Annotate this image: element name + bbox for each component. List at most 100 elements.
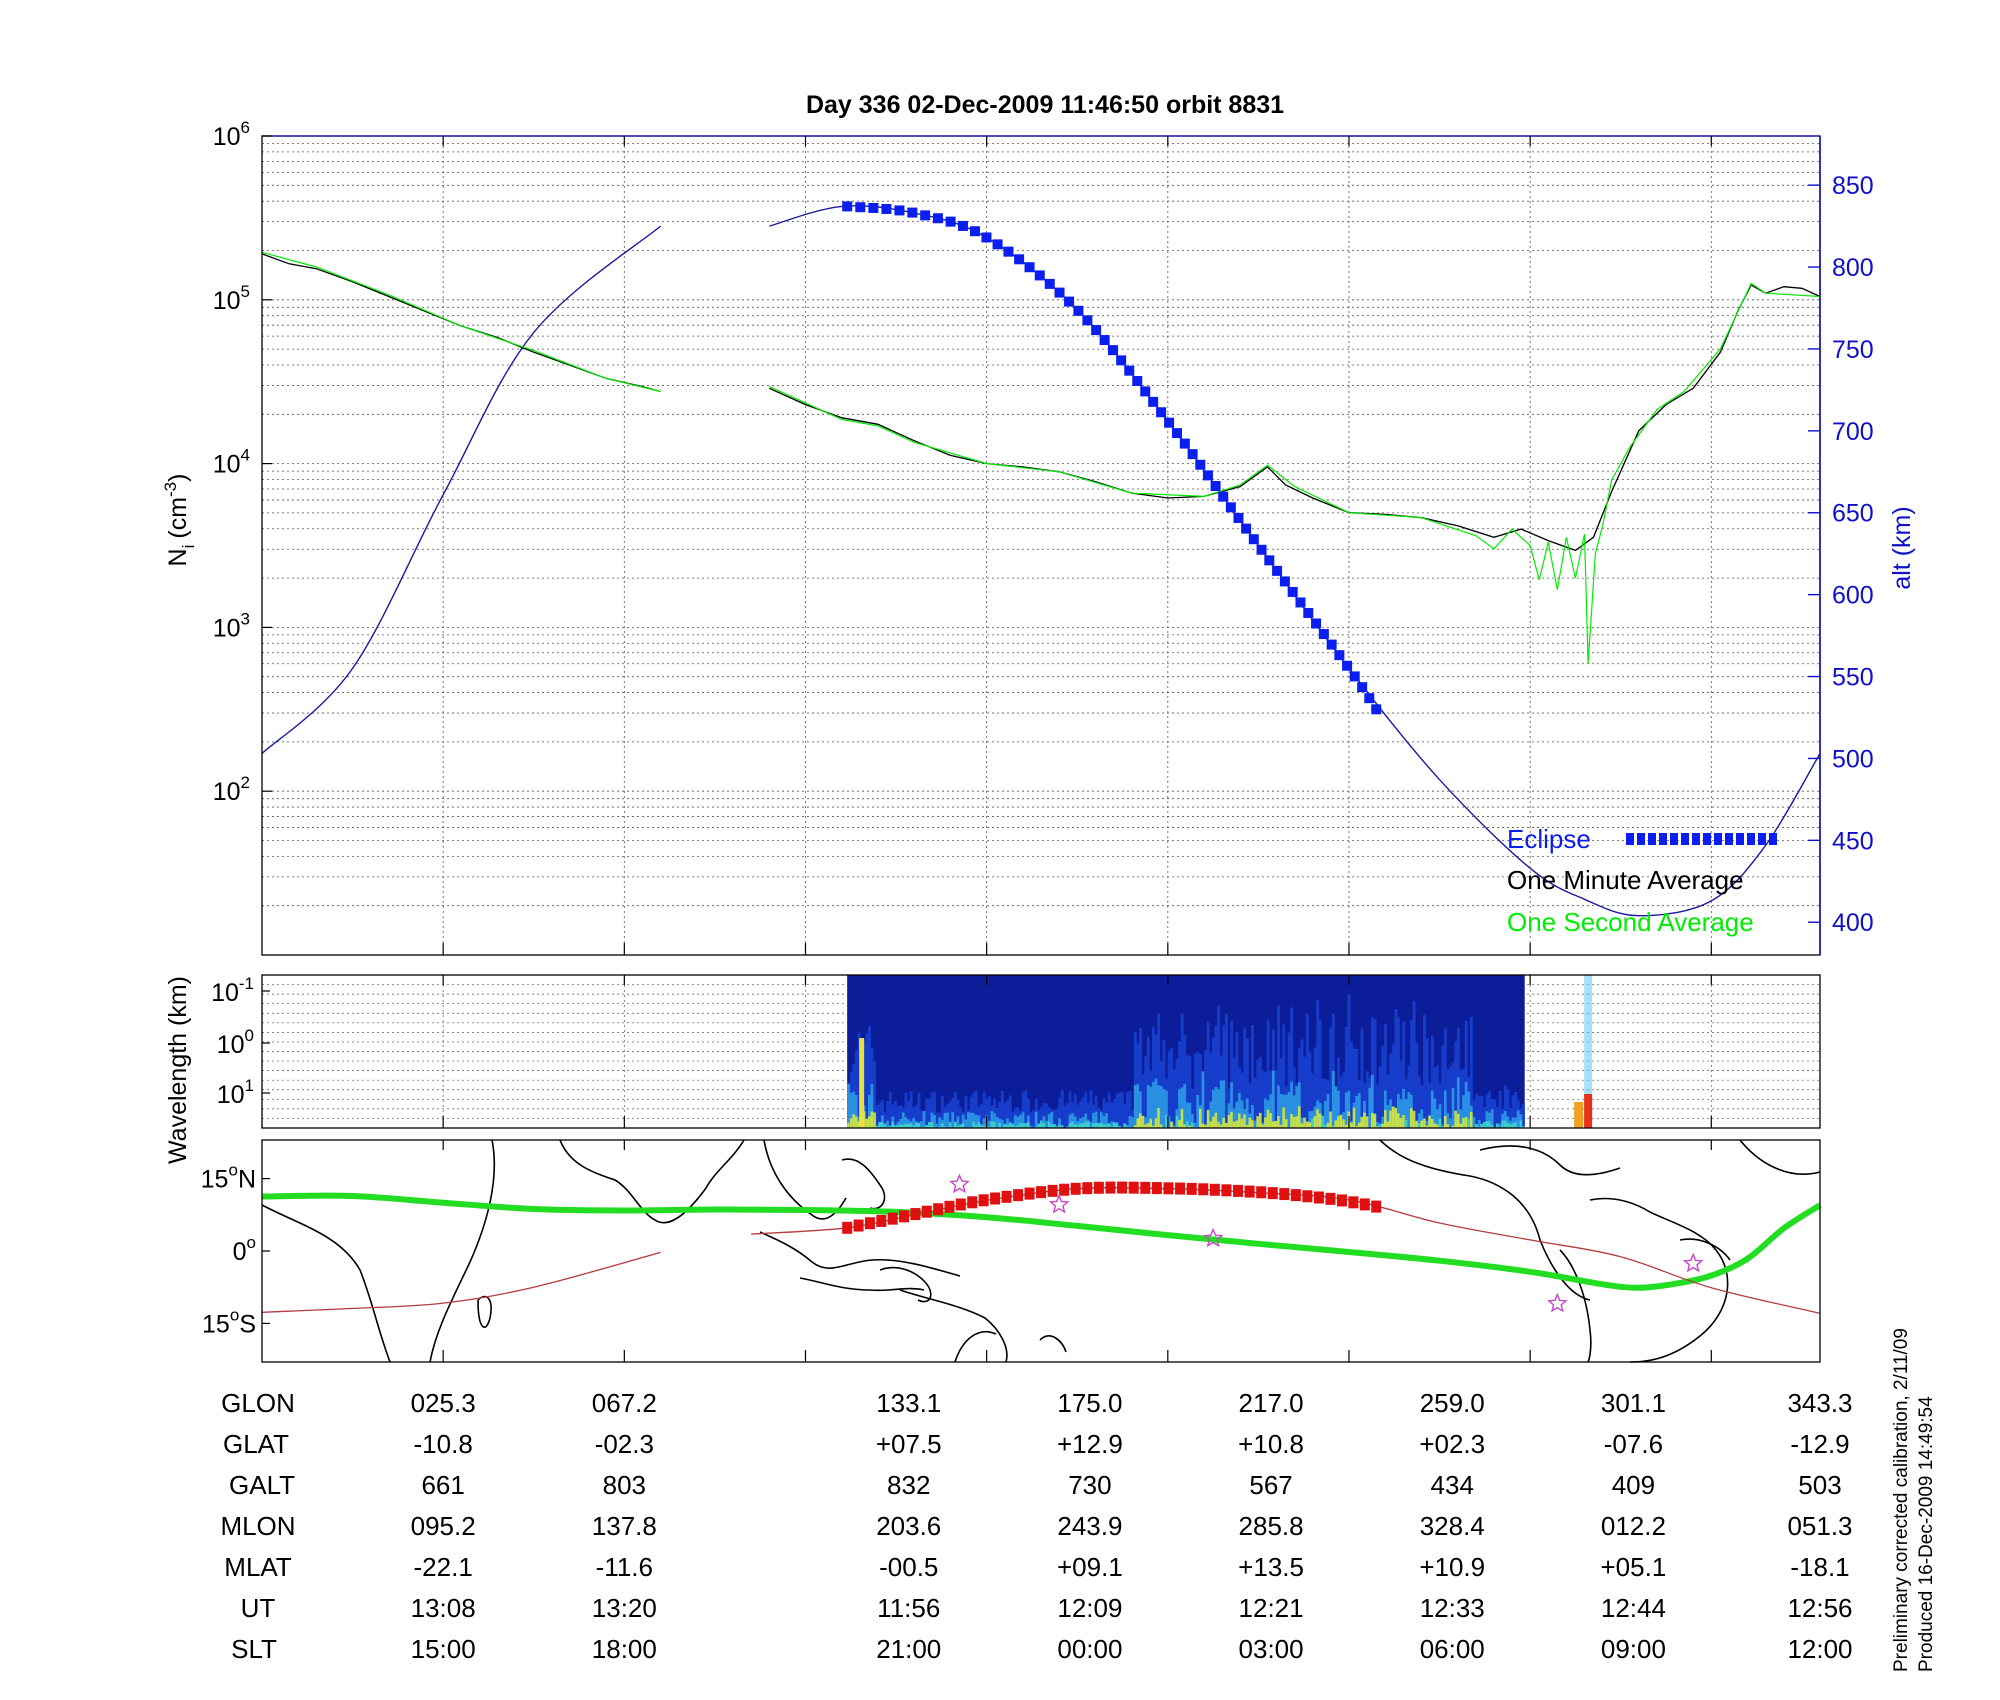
spectrogram-cell <box>847 1083 851 1128</box>
spectrogram-cell <box>1425 1121 1429 1128</box>
coastline <box>899 1289 1008 1363</box>
spectrogram-cell <box>927 1122 931 1128</box>
spectrogram-cell <box>1230 1020 1234 1128</box>
spectrogram-cell <box>1251 1120 1254 1128</box>
spectrogram-cell <box>1516 1110 1520 1128</box>
ephemeris-cell: 12:44 <box>1601 1593 1666 1623</box>
spectrogram-cell <box>1456 1113 1460 1128</box>
ephemeris-cell: -00.5 <box>879 1552 938 1582</box>
spectrogram-cell <box>933 1126 937 1128</box>
orbit-eclipse-marker <box>1001 1190 1012 1203</box>
spectrogram-cell <box>1399 1118 1403 1128</box>
eclipse-marker <box>1264 555 1275 566</box>
spectrogram-cell <box>1196 1095 1200 1128</box>
spectrogram-cell <box>920 1110 924 1128</box>
spectrogram-cell <box>899 1118 903 1128</box>
spectrogram-cell <box>1112 1099 1116 1128</box>
ephemeris-cell: 00:00 <box>1057 1634 1122 1664</box>
spectrogram-cell <box>1026 1122 1030 1128</box>
spectrogram-cell <box>849 1092 853 1128</box>
eclipse-swatch-square <box>1747 833 1755 845</box>
spectrogram-cell <box>1488 1121 1492 1128</box>
spectrogram-cell <box>1047 1114 1051 1128</box>
eclipse-swatch-square <box>1736 833 1744 845</box>
ephemeris-cell: 06:00 <box>1420 1634 1485 1664</box>
spectrogram-cell <box>1039 1121 1043 1128</box>
ephemeris-row-label: MLAT <box>224 1552 292 1582</box>
spectrogram-cell <box>1047 1121 1051 1128</box>
spectrogram-cell <box>917 1092 921 1128</box>
spectrogram-cell <box>1060 1125 1064 1128</box>
spectrogram-cell <box>956 1126 960 1128</box>
eclipse-marker <box>1044 278 1055 289</box>
spectrogram-cell <box>961 1114 965 1128</box>
orbit-eclipse-marker <box>1336 1194 1347 1207</box>
spectrogram-cell <box>1084 1121 1088 1128</box>
spectrogram-cell <box>1326 1122 1330 1128</box>
orbit-eclipse-marker <box>921 1205 932 1218</box>
spectrogram-cell <box>1389 1110 1393 1128</box>
spectrogram-cell <box>1081 1117 1085 1128</box>
spectrogram-cell <box>1488 1091 1492 1128</box>
density-y-ticks: 106 105 104 103 102 <box>213 118 272 806</box>
spectrogram-cell <box>901 1112 905 1128</box>
eclipse-marker <box>945 216 956 227</box>
legend-second-label: One Second Average <box>1507 907 1754 937</box>
spectrogram-cell <box>1425 1125 1429 1128</box>
spectrogram-cell <box>878 1121 882 1128</box>
spectrogram-cell <box>1178 1089 1182 1128</box>
spectrogram-cell <box>1423 1014 1426 1128</box>
spectrogram-cell <box>1032 1110 1036 1128</box>
eclipse-marker <box>1171 428 1182 439</box>
spectrogram-cell <box>1058 1118 1062 1128</box>
spectrogram-cell <box>1355 1095 1359 1128</box>
spectrogram-cell <box>899 1105 903 1128</box>
spectrogram-cell <box>894 1125 897 1128</box>
spectrogram-cell <box>1118 1126 1122 1128</box>
spectrogram-cell <box>1060 1089 1064 1128</box>
spectrogram-cell <box>907 1123 910 1128</box>
spectrogram-cell <box>1498 1123 1502 1128</box>
spectrogram-cell <box>1086 1121 1090 1128</box>
spectrogram-cell <box>930 1122 934 1128</box>
spectrogram-cell <box>1464 1081 1468 1128</box>
spectrogram-cell <box>1133 1084 1137 1128</box>
eclipse-marker <box>1349 671 1360 682</box>
eclipse-marker <box>1034 270 1045 281</box>
spectrogram-cell <box>1464 1021 1468 1128</box>
spectrogram-cell <box>1261 1070 1265 1128</box>
spectrogram-cell <box>1451 1125 1455 1128</box>
spectrogram-cell <box>1092 1112 1096 1128</box>
spectrogram-cell <box>854 1095 858 1128</box>
ephemeris-cell: 12:09 <box>1057 1593 1122 1623</box>
eclipse-marker <box>932 213 943 224</box>
spectrogram-cell <box>873 1112 877 1128</box>
spectrogram-cell <box>1000 1119 1004 1128</box>
spectrogram-cell <box>1003 1123 1007 1128</box>
spectrogram-cell <box>1068 1123 1072 1128</box>
spectrogram-cell <box>1225 1123 1228 1128</box>
ephemeris-cell: 18:00 <box>592 1634 657 1664</box>
spectrogram-cell <box>1284 1094 1288 1128</box>
spectrogram-cell <box>1480 1095 1484 1128</box>
spectrogram-cell <box>922 1110 926 1128</box>
star-marker <box>1202 1227 1224 1248</box>
eclipse-marker <box>1156 407 1167 418</box>
eclipse-swatch-square <box>1703 833 1711 845</box>
spectrogram-cell <box>1472 1116 1476 1128</box>
spectrogram-cell <box>1514 1091 1518 1128</box>
spectrogram-cell <box>1232 1108 1236 1128</box>
spectrogram-cell <box>972 1092 976 1128</box>
star-marker <box>1682 1252 1704 1273</box>
spectrogram-cell <box>1324 1124 1327 1128</box>
spectrogram-cell <box>1042 1122 1046 1128</box>
ephemeris-row-label: GALT <box>229 1470 295 1500</box>
spectrogram-cell <box>1297 1106 1301 1128</box>
spectrogram-cell <box>1021 1123 1025 1128</box>
spectrogram-cell <box>1373 1114 1377 1128</box>
coastline <box>799 1277 925 1292</box>
spectrogram-cell <box>1011 1124 1015 1128</box>
spectrogram-cell <box>1381 1123 1385 1128</box>
ephemeris-cell: 012.2 <box>1601 1511 1666 1541</box>
ephemeris-cell: 730 <box>1068 1470 1111 1500</box>
